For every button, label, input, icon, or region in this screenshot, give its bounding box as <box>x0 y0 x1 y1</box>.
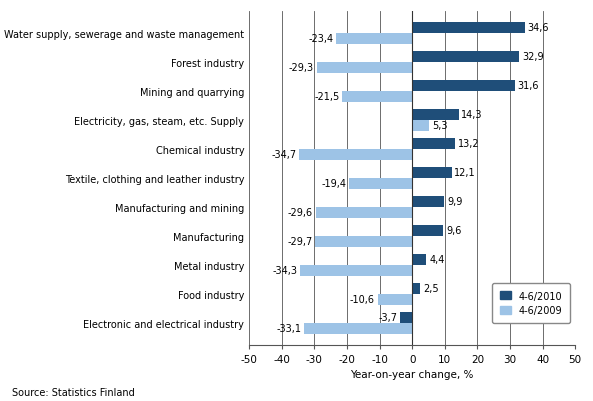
Bar <box>336 34 412 45</box>
Text: 12,1: 12,1 <box>454 168 476 178</box>
Text: 13,2: 13,2 <box>458 139 479 149</box>
Text: -23,4: -23,4 <box>308 34 333 44</box>
Text: -19,4: -19,4 <box>321 179 346 189</box>
Text: -34,3: -34,3 <box>273 266 298 276</box>
Bar <box>304 323 412 334</box>
Text: -33,1: -33,1 <box>276 324 302 334</box>
Bar <box>412 81 515 91</box>
Text: -21,5: -21,5 <box>314 92 339 102</box>
Text: -29,6: -29,6 <box>288 208 313 218</box>
Text: -3,7: -3,7 <box>378 313 397 323</box>
Text: 5,3: 5,3 <box>432 121 448 131</box>
Text: 32,9: 32,9 <box>522 52 544 62</box>
Bar <box>315 207 412 219</box>
Bar <box>412 283 420 294</box>
Bar <box>412 121 429 132</box>
Bar <box>412 168 452 178</box>
Bar <box>349 178 412 189</box>
Text: 9,9: 9,9 <box>447 197 463 207</box>
Bar <box>342 91 412 103</box>
Bar <box>412 196 444 207</box>
Bar <box>412 109 459 121</box>
Bar <box>300 265 412 276</box>
Text: 2,5: 2,5 <box>423 284 438 294</box>
Text: -29,3: -29,3 <box>289 63 314 73</box>
Legend: 4-6/2010, 4-6/2009: 4-6/2010, 4-6/2009 <box>492 283 570 323</box>
Bar <box>412 23 525 34</box>
Text: 14,3: 14,3 <box>461 110 483 120</box>
Bar <box>317 63 412 74</box>
Bar <box>412 138 455 150</box>
X-axis label: Year-on-year change, %: Year-on-year change, % <box>350 369 474 379</box>
Text: -34,7: -34,7 <box>271 150 296 160</box>
Bar <box>400 312 412 323</box>
Text: 34,6: 34,6 <box>528 23 549 33</box>
Bar <box>315 236 412 247</box>
Bar <box>412 225 444 236</box>
Bar <box>412 254 426 265</box>
Text: Source: Statistics Finland: Source: Statistics Finland <box>12 387 135 397</box>
Text: -29,7: -29,7 <box>288 237 313 247</box>
Text: -10,6: -10,6 <box>350 295 375 305</box>
Text: 9,6: 9,6 <box>446 226 461 236</box>
Text: 31,6: 31,6 <box>518 81 539 91</box>
Bar <box>378 294 412 305</box>
Bar <box>412 52 519 63</box>
Bar <box>299 150 412 160</box>
Text: 4,4: 4,4 <box>429 255 445 265</box>
